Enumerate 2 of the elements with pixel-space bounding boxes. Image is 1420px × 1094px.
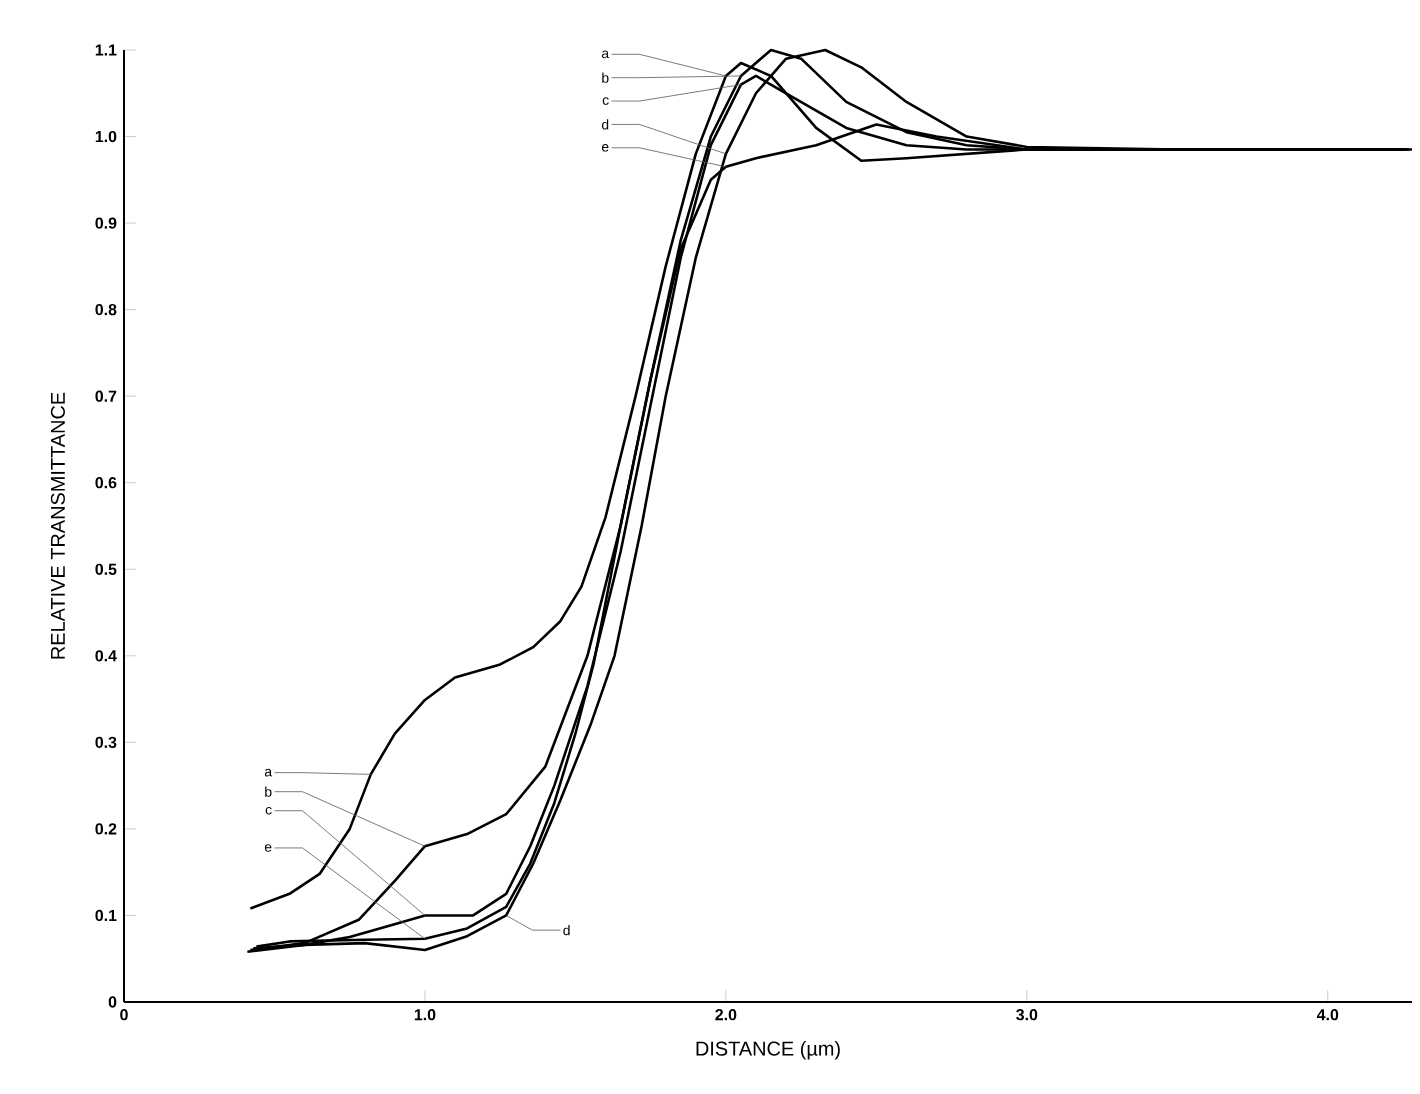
y-axis-title: RELATIVE TRANSMITTANCE [50,392,65,659]
x-axis-title: DISTANCE (µm) [696,1041,840,1060]
